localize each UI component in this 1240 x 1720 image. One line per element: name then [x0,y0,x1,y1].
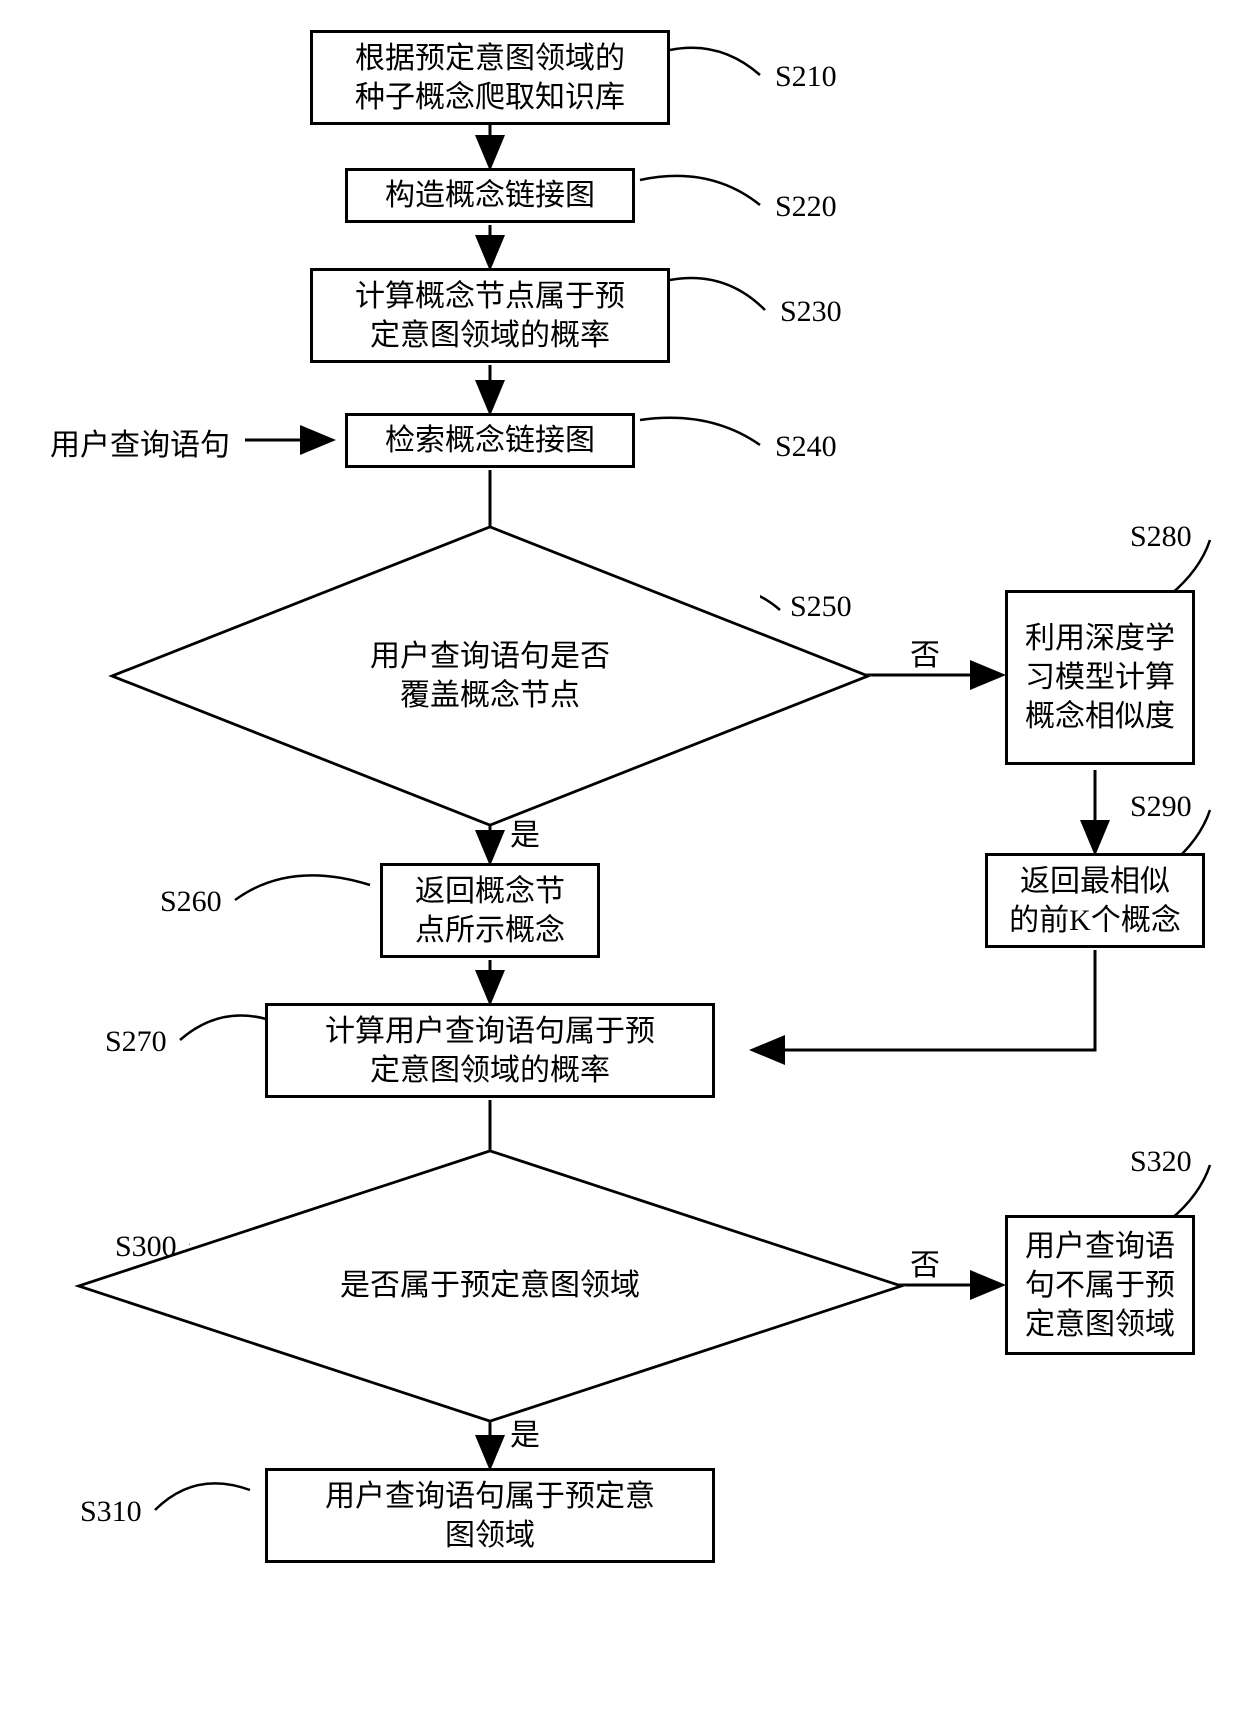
label-s280: S280 [1130,520,1192,554]
step-s240: 检索概念链接图 [345,413,635,468]
edge-label-no2: 否 [910,1240,940,1284]
step-s210-text: 根据预定意图领域的 种子概念爬取知识库 [355,39,625,117]
step-s280: 利用深度学 习模型计算 概念相似度 [1005,590,1195,765]
input-user-query: 用户查询语句 [50,420,230,464]
step-s290-text: 返回最相似 的前K个概念 [1009,862,1181,940]
label-s300: S300 [115,1230,177,1264]
step-s270-text: 计算用户查询语句属于预 定意图领域的概率 [325,1012,655,1090]
step-s260: 返回概念节 点所示概念 [380,863,600,958]
step-s210: 根据预定意图领域的 种子概念爬取知识库 [310,30,670,125]
step-s220-text: 构造概念链接图 [385,176,595,215]
step-s260-text: 返回概念节 点所示概念 [415,872,565,950]
label-s320: S320 [1130,1145,1192,1179]
step-s240-text: 检索概念链接图 [385,421,595,460]
label-s260: S260 [160,885,222,919]
decision-s300-text: 是否属于预定意图领域 [340,1266,640,1305]
step-s290: 返回最相似 的前K个概念 [985,853,1205,948]
label-s210: S210 [775,60,837,94]
step-s230-text: 计算概念节点属于预 定意图领域的概率 [355,277,625,355]
label-s290: S290 [1130,790,1192,824]
label-s250: S250 [790,590,852,624]
label-s240: S240 [775,430,837,464]
label-s310: S310 [80,1495,142,1529]
step-s220: 构造概念链接图 [345,168,635,223]
label-s270: S270 [105,1025,167,1059]
edge-label-no1: 否 [910,630,940,674]
step-s320-text: 用户查询语 句不属于预 定意图领域 [1025,1227,1175,1344]
decision-s300: 是否属于预定意图领域 [190,1188,790,1383]
step-s230: 计算概念节点属于预 定意图领域的概率 [310,268,670,363]
edge-label-yes2: 是 [510,1410,540,1454]
step-s280-text: 利用深度学 习模型计算 概念相似度 [1025,619,1175,736]
label-s230: S230 [780,295,842,329]
decision-s250-text: 用户查询语句是否 覆盖概念节点 [370,637,610,715]
step-s310-text: 用户查询语句属于预定意 图领域 [325,1477,655,1555]
step-s320: 用户查询语 句不属于预 定意图领域 [1005,1215,1195,1355]
label-s220: S220 [775,190,837,224]
edge-label-yes1: 是 [510,810,540,854]
decision-s250: 用户查询语句是否 覆盖概念节点 [220,568,760,783]
step-s310: 用户查询语句属于预定意 图领域 [265,1468,715,1563]
step-s270: 计算用户查询语句属于预 定意图领域的概率 [265,1003,715,1098]
